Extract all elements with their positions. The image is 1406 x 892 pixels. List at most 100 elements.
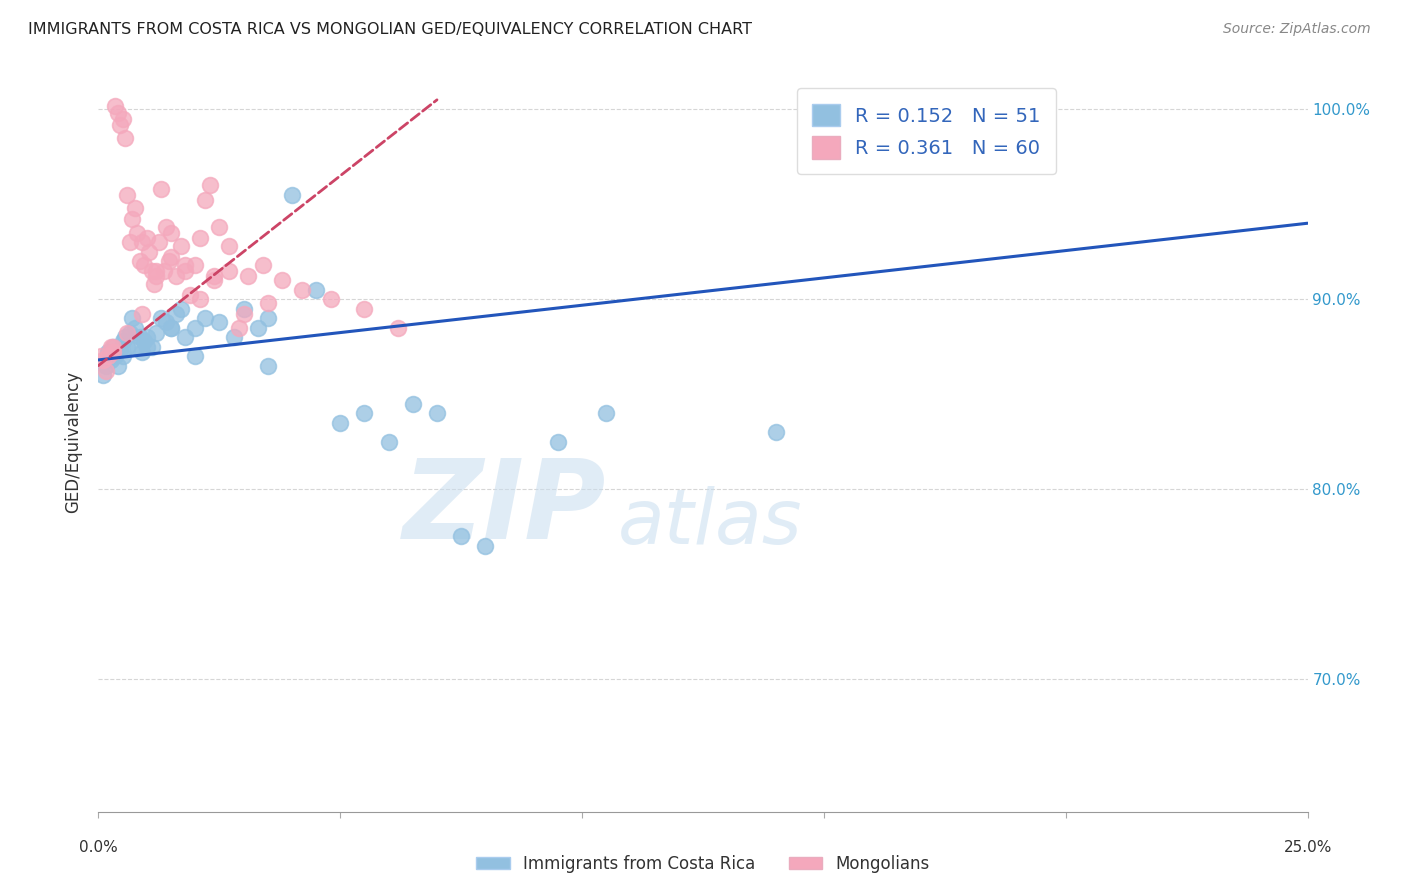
Point: [90, 349, 112, 363]
Point: [150, 182, 173, 196]
Point: [218, 263, 240, 277]
Point: [121, 311, 143, 326]
Point: [131, 345, 153, 359]
Text: atlas: atlas: [619, 486, 803, 560]
Point: [107, 106, 129, 120]
Point: [135, 340, 157, 354]
Point: [152, 263, 174, 277]
Point: [160, 251, 183, 265]
Point: [127, 226, 149, 240]
Point: [184, 258, 207, 272]
Point: [169, 239, 191, 253]
Point: [131, 307, 153, 321]
Point: [127, 340, 149, 354]
Point: [131, 235, 153, 250]
Point: [108, 343, 131, 358]
Point: [134, 258, 156, 272]
Point: [387, 320, 409, 334]
Point: [256, 311, 278, 326]
Point: [256, 296, 278, 310]
Point: [101, 340, 124, 354]
Point: [184, 349, 207, 363]
Point: [121, 212, 143, 227]
Point: [290, 283, 312, 297]
Point: [194, 311, 217, 326]
Point: [101, 340, 124, 354]
Point: [271, 273, 294, 287]
Point: [141, 263, 163, 277]
Point: [204, 269, 226, 284]
Point: [138, 244, 160, 259]
Point: [402, 396, 425, 410]
Text: 25.0%: 25.0%: [1284, 840, 1331, 855]
Point: [194, 194, 217, 208]
Point: [353, 301, 375, 316]
Point: [91, 368, 114, 383]
Point: [232, 301, 254, 316]
Point: [204, 273, 226, 287]
Point: [114, 130, 136, 145]
Point: [160, 320, 183, 334]
Point: [118, 235, 141, 250]
Point: [128, 254, 150, 268]
Point: [117, 187, 139, 202]
Point: [145, 326, 167, 341]
Point: [111, 349, 134, 363]
Point: [174, 258, 197, 272]
Point: [281, 187, 304, 202]
Point: [104, 349, 127, 363]
Point: [238, 269, 260, 284]
Point: [135, 231, 157, 245]
Point: [117, 340, 139, 354]
Point: [117, 326, 139, 341]
Point: [188, 292, 211, 306]
Point: [329, 416, 352, 430]
Point: [160, 320, 183, 334]
Point: [97, 345, 120, 359]
Point: [174, 263, 197, 277]
Point: [547, 434, 569, 449]
Point: [101, 345, 124, 359]
Point: [155, 315, 177, 329]
Point: [124, 201, 146, 215]
Point: [169, 301, 191, 316]
Point: [232, 307, 254, 321]
Point: [377, 434, 399, 449]
Point: [256, 359, 278, 373]
Point: [228, 320, 250, 334]
Point: [111, 112, 134, 126]
Point: [143, 277, 166, 291]
Point: [174, 330, 197, 344]
Point: [155, 220, 177, 235]
Point: [108, 118, 131, 132]
Text: Source: ZipAtlas.com: Source: ZipAtlas.com: [1223, 22, 1371, 37]
Point: [765, 425, 787, 439]
Point: [135, 330, 157, 344]
Point: [184, 320, 207, 334]
Point: [426, 406, 449, 420]
Point: [94, 364, 117, 378]
Point: [160, 226, 183, 240]
Point: [179, 288, 201, 302]
Point: [100, 340, 122, 354]
Point: [188, 231, 211, 245]
Point: [305, 283, 328, 297]
Point: [145, 269, 167, 284]
Point: [134, 334, 156, 348]
Legend: Immigrants from Costa Rica, Mongolians: Immigrants from Costa Rica, Mongolians: [470, 848, 936, 880]
Point: [107, 359, 129, 373]
Point: [247, 320, 270, 334]
Point: [450, 529, 472, 543]
Point: [124, 320, 146, 334]
Point: [150, 311, 173, 326]
Point: [353, 406, 375, 420]
Point: [148, 235, 170, 250]
Point: [145, 263, 167, 277]
Point: [198, 178, 221, 193]
Point: [165, 307, 187, 321]
Point: [141, 340, 163, 354]
Point: [128, 330, 150, 344]
Y-axis label: GED/Equivalency: GED/Equivalency: [65, 370, 83, 513]
Text: ZIP: ZIP: [402, 455, 606, 562]
Point: [118, 326, 141, 341]
